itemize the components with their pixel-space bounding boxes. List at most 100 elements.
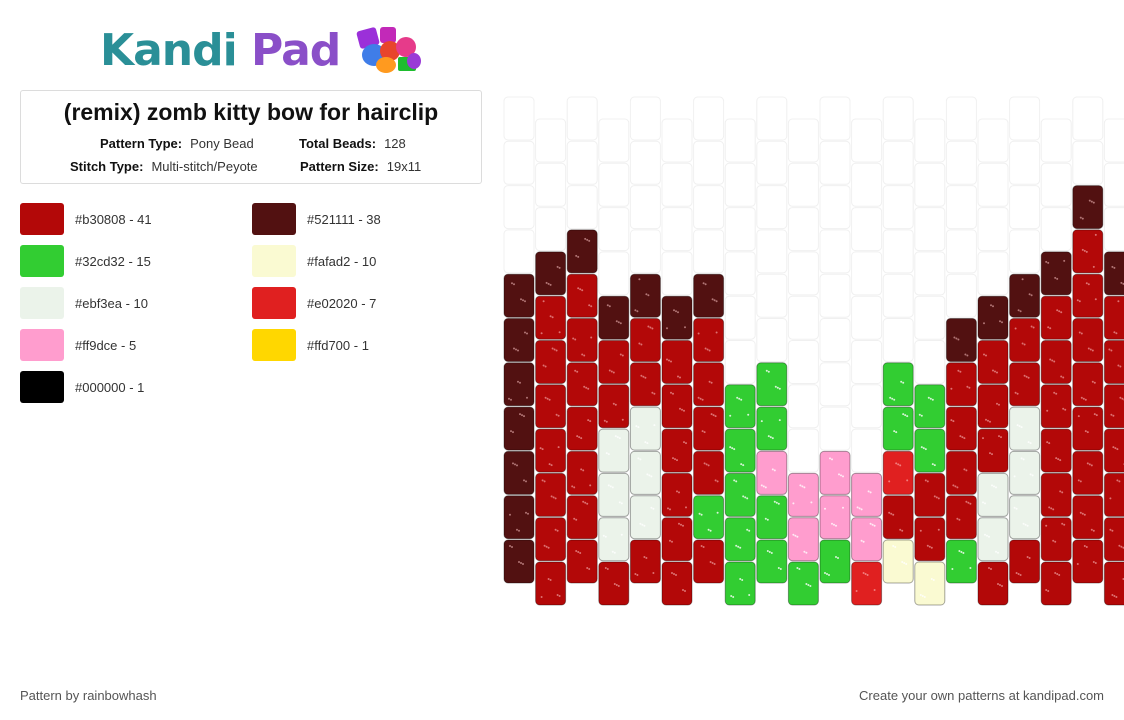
bead-sparkle bbox=[706, 348, 709, 351]
empty-bead-slot bbox=[914, 162, 946, 207]
bead-sparkle bbox=[709, 561, 712, 563]
bead bbox=[1009, 450, 1041, 495]
bead-sparkle bbox=[1079, 216, 1082, 219]
bead-sparkle bbox=[612, 402, 615, 405]
bead-sparkle bbox=[702, 282, 705, 285]
bead-sparkle bbox=[545, 281, 548, 284]
bead-sparkle bbox=[637, 457, 640, 460]
bead-sparkle bbox=[1090, 464, 1093, 467]
bead-sparkle bbox=[511, 282, 513, 285]
bead-sparkle bbox=[775, 501, 778, 504]
bead-sparkle bbox=[766, 518, 769, 521]
pattern-size-label: Pattern Size: bbox=[300, 159, 379, 174]
legend-label: #fafad2 - 10 bbox=[307, 253, 377, 269]
bead-sparkle bbox=[860, 539, 863, 542]
empty-bead-slot bbox=[693, 96, 725, 141]
bead-sparkle bbox=[620, 533, 623, 536]
bead bbox=[1103, 384, 1124, 429]
empty-bead-slot bbox=[819, 318, 851, 362]
bead-sparkle bbox=[700, 513, 703, 516]
bead-sparkle bbox=[644, 376, 647, 379]
bead-sparkle bbox=[951, 568, 954, 570]
bead bbox=[535, 295, 567, 340]
bead-sparkle bbox=[1030, 294, 1033, 297]
bead-sparkle bbox=[958, 550, 961, 552]
bead-sparkle bbox=[683, 409, 685, 412]
bead-sparkle bbox=[1029, 442, 1032, 445]
empty-bead-slot bbox=[851, 428, 883, 473]
bead-sparkle bbox=[798, 568, 801, 570]
bead bbox=[1040, 384, 1072, 429]
empty-bead-slot bbox=[787, 118, 819, 163]
empty-bead-slot bbox=[1040, 162, 1072, 207]
bead-sparkle bbox=[582, 500, 585, 503]
bead-sparkle bbox=[708, 349, 711, 352]
bead-sparkle bbox=[1095, 414, 1098, 417]
bead-sparkle bbox=[700, 545, 703, 547]
empty-bead-slot bbox=[503, 96, 535, 141]
empty-bead-slot bbox=[661, 162, 693, 207]
bead-sparkle bbox=[685, 442, 687, 445]
bead bbox=[535, 428, 567, 473]
empty-bead-slot bbox=[1103, 118, 1124, 163]
bead-sparkle bbox=[574, 338, 577, 341]
empty-bead-slot bbox=[882, 318, 914, 362]
bead bbox=[977, 561, 1009, 606]
bead-sparkle bbox=[829, 457, 831, 460]
total-beads-label: Total Beads: bbox=[299, 136, 377, 151]
bead-sparkle bbox=[1117, 300, 1120, 303]
bead-sparkle bbox=[540, 332, 543, 335]
bead-sparkle bbox=[512, 431, 514, 434]
bead bbox=[693, 450, 725, 495]
bead-sparkle bbox=[642, 375, 645, 378]
bead-sparkle bbox=[991, 484, 993, 487]
bead-sparkle bbox=[1047, 261, 1050, 264]
bead bbox=[756, 406, 788, 451]
bead-sparkle bbox=[1109, 497, 1112, 500]
bead-sparkle bbox=[1077, 415, 1080, 418]
empty-bead-slot bbox=[724, 162, 756, 207]
bead-sparkle bbox=[956, 486, 959, 489]
empty-bead-slot bbox=[598, 251, 630, 296]
bead-sparkle bbox=[1081, 248, 1084, 251]
kandipad-link[interactable]: Create your own patterns at kandipad.com bbox=[859, 688, 1104, 703]
color-swatch bbox=[252, 245, 296, 277]
bead-sparkle bbox=[554, 528, 557, 531]
bead bbox=[566, 273, 598, 318]
bead-sparkle bbox=[1021, 278, 1024, 281]
bead bbox=[1103, 561, 1124, 606]
bead-sparkle bbox=[1090, 200, 1093, 203]
bead-sparkle bbox=[714, 479, 717, 482]
bead bbox=[756, 539, 788, 584]
bead-sparkle bbox=[640, 374, 643, 377]
bead-sparkle bbox=[510, 430, 512, 433]
bead-sparkle bbox=[645, 293, 648, 296]
bead-sparkle bbox=[645, 557, 648, 559]
bead-sparkle bbox=[1057, 458, 1060, 461]
bead bbox=[945, 495, 977, 540]
bead-sparkle bbox=[993, 485, 995, 488]
bead-sparkle bbox=[767, 435, 770, 438]
bead-sparkle bbox=[1022, 458, 1025, 461]
bead-sparkle bbox=[961, 436, 964, 439]
bead-sparkle bbox=[1061, 491, 1064, 494]
bead-sparkle bbox=[1027, 376, 1030, 379]
bead-sparkle bbox=[989, 420, 991, 423]
bead-sparkle bbox=[805, 551, 808, 554]
bead-sparkle bbox=[809, 585, 812, 587]
bead-sparkle bbox=[869, 491, 872, 494]
bead-sparkle bbox=[581, 353, 584, 356]
bead-sparkle bbox=[676, 459, 678, 462]
bead-sparkle bbox=[555, 413, 558, 416]
bead bbox=[598, 472, 630, 517]
bead-sparkle bbox=[1089, 348, 1092, 351]
bead-pile-icon bbox=[356, 27, 422, 73]
bead bbox=[945, 318, 977, 362]
bead-sparkle bbox=[620, 502, 623, 505]
bead-sparkle bbox=[612, 371, 615, 374]
bead-sparkle bbox=[892, 513, 895, 516]
bead-sparkle bbox=[1118, 544, 1121, 547]
kandipad-logo[interactable]: Kandi Pad bbox=[100, 22, 424, 78]
bead-sparkle bbox=[1046, 409, 1049, 412]
bead-sparkle bbox=[550, 495, 553, 498]
